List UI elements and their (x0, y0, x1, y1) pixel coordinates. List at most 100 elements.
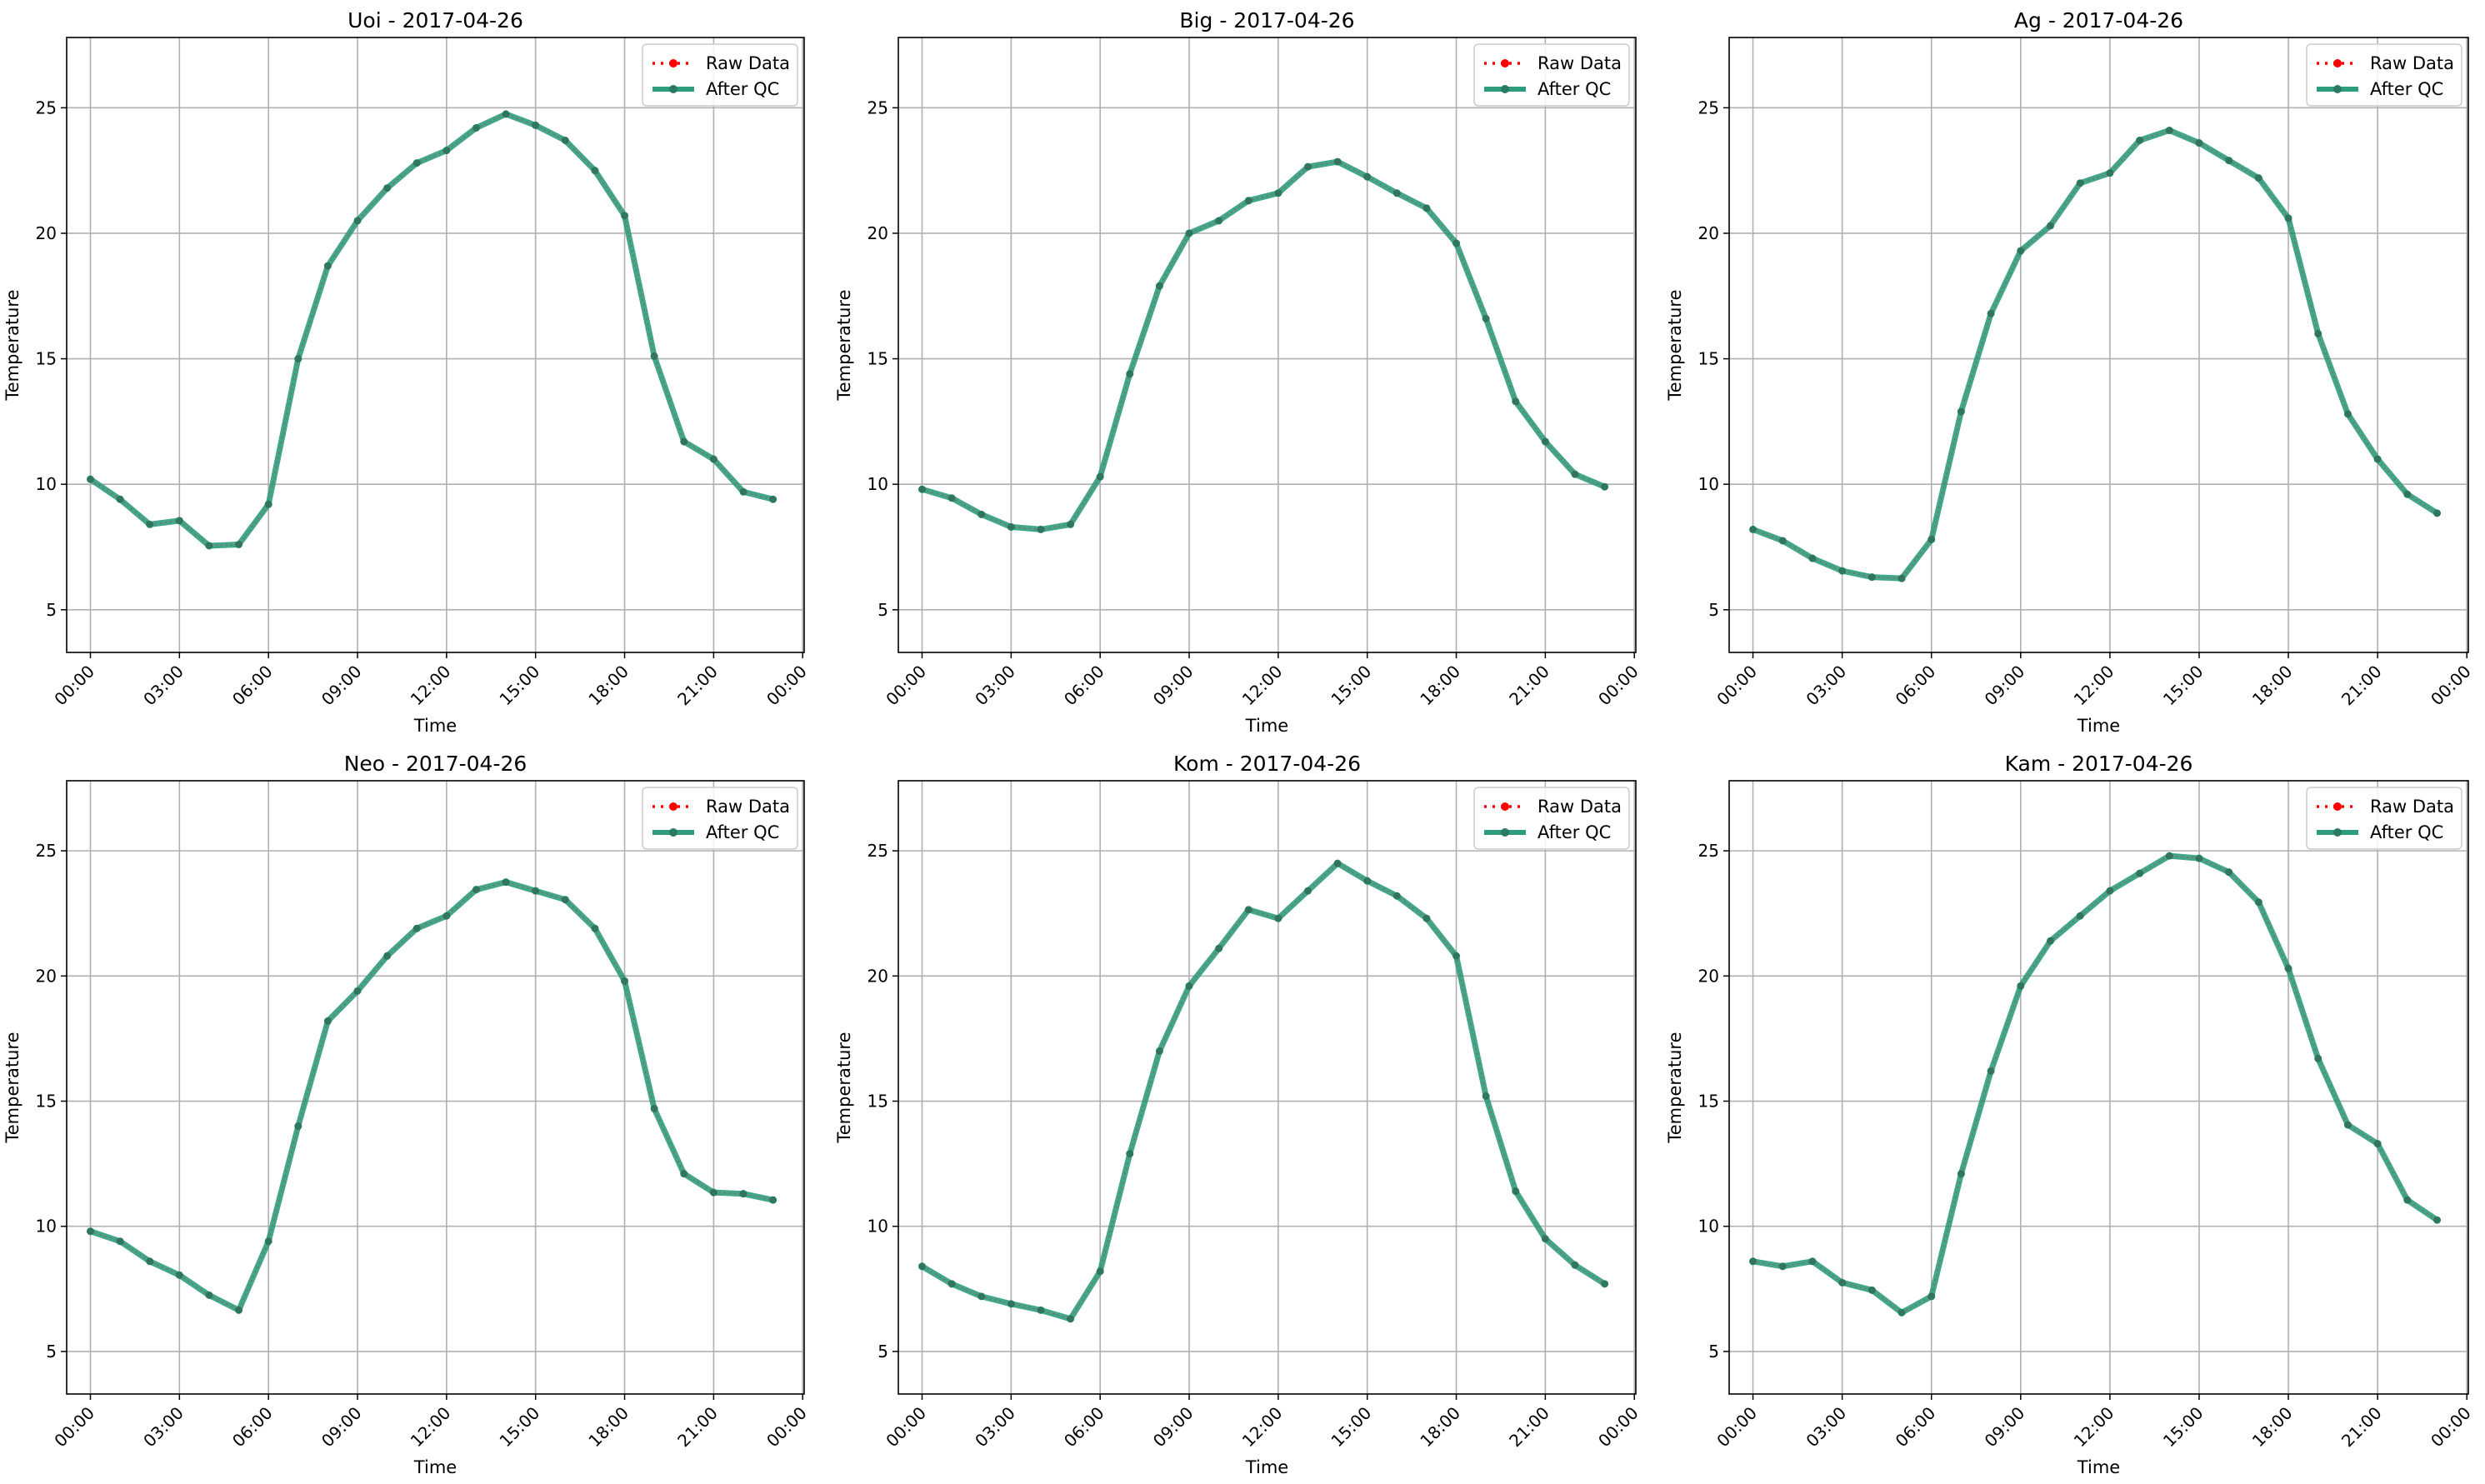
x-tick-label: 12:00 (407, 1403, 455, 1452)
after-qc-point (2225, 157, 2233, 165)
x-tick-label: 00:00 (762, 1403, 811, 1452)
y-tick-label: 5 (878, 600, 888, 620)
legend-qc-marker (1501, 828, 1509, 837)
after-qc-point (1541, 1235, 1549, 1243)
after-qc-point (1333, 859, 1342, 867)
plot-frame (898, 780, 1637, 1395)
after-qc-point (1392, 189, 1401, 197)
after-qc-point (1987, 309, 1995, 317)
after-qc-point (412, 924, 421, 932)
subplot-4: Neo - 2017-04-26 00:00 03:00 06:00 09:00 12:0… (2, 752, 811, 1477)
x-tick-label: 00:00 (2427, 1403, 2475, 1452)
after-qc-point (1185, 229, 1193, 237)
y-tick-label: 25 (36, 97, 57, 117)
y-tick-label: 5 (1708, 600, 1719, 620)
after-qc-point (769, 1196, 778, 1204)
after-qc-point (175, 1271, 183, 1279)
x-tick-label: 18:00 (2248, 662, 2297, 710)
y-tick-label: 25 (1698, 841, 1719, 861)
subplot-6: Kam - 2017-04-26 00:00 03:00 06:00 09:00 12:0… (1665, 752, 2475, 1477)
after-qc-point (1601, 482, 1609, 491)
legend-raw-label: Raw Data (706, 53, 790, 73)
x-tick-label: 21:00 (2338, 1403, 2386, 1452)
after-qc-point (205, 1291, 213, 1299)
y-axis-label: Temperature (834, 289, 854, 401)
after-qc-point (1957, 407, 1965, 416)
after-qc-point (1096, 472, 1104, 481)
after-qc-point (1215, 944, 1223, 952)
after-qc-point (1928, 1292, 1936, 1301)
after-qc-point (1067, 1315, 1075, 1323)
after-qc-point (1126, 370, 1134, 378)
after-qc-point (561, 896, 569, 904)
after-qc-point (2017, 247, 2025, 255)
after-qc-point (323, 262, 332, 270)
after-qc-point (650, 352, 658, 361)
series-raw-data-line (90, 881, 773, 1312)
after-qc-point (1274, 914, 1282, 922)
x-tick-label: 00:00 (1712, 1403, 1761, 1452)
after-qc-point (532, 887, 540, 895)
after-qc-point (1067, 520, 1075, 528)
x-tick-label: 21:00 (673, 1403, 722, 1452)
subplot-5: Kom - 2017-04-26 00:00 03:00 06:00 09:00 12:0… (834, 752, 1642, 1477)
x-tick-label: 03:00 (1802, 662, 1850, 710)
series-after-qc-line (1752, 852, 2439, 1316)
series-raw-data-line (90, 113, 773, 547)
legend: Raw Data After QC (642, 787, 798, 850)
after-qc-point (2373, 1140, 2382, 1148)
subplot-title: Neo - 2017-04-26 (344, 752, 528, 776)
series-raw-data-line (922, 862, 1606, 1320)
after-qc-point (1037, 525, 1045, 533)
x-tick-label: 09:00 (1149, 1403, 1198, 1452)
x-tick-label: 09:00 (1149, 662, 1198, 710)
x-tick-label: 03:00 (1802, 1403, 1850, 1452)
y-axis-label: Temperature (834, 1032, 854, 1143)
subplot-title: Kom - 2017-04-26 (1173, 752, 1361, 776)
plot-frame (1728, 37, 2469, 653)
series-after-qc-line (920, 860, 1607, 1322)
after-qc-point (1838, 567, 1847, 575)
subplot-title: Big - 2017-04-26 (1179, 8, 1354, 32)
y-tick-label: 20 (36, 966, 57, 986)
y-tick-label: 15 (36, 1092, 57, 1112)
after-qc-point (1155, 1047, 1163, 1055)
after-qc-point (1778, 1262, 1787, 1271)
x-tick-label: 18:00 (584, 662, 632, 710)
after-qc-point (1274, 189, 1282, 197)
legend: Raw Data After QC (642, 43, 798, 107)
y-tick-label: 5 (46, 1342, 57, 1362)
x-tick-label: 12:00 (1238, 1403, 1287, 1452)
after-qc-point (978, 510, 986, 518)
y-tick-label: 15 (1698, 1092, 1719, 1112)
after-qc-point (86, 475, 94, 483)
legend-raw-marker (1501, 59, 1509, 67)
after-qc-point (1155, 282, 1163, 290)
after-qc-point (1512, 1187, 1520, 1196)
legend-qc-label: After QC (1538, 79, 1611, 99)
after-qc-point (353, 217, 362, 225)
plot-frame (66, 780, 805, 1395)
y-tick-label: 10 (868, 474, 888, 494)
y-tick-label: 5 (46, 600, 57, 620)
y-axis-label: Temperature (2, 289, 22, 401)
legend: Raw Data After QC (2306, 787, 2462, 850)
after-qc-point (1303, 887, 1312, 895)
after-qc-point (2314, 1054, 2322, 1062)
subplot-title: Uoi - 2017-04-26 (348, 8, 523, 32)
x-tick-label: 09:00 (318, 1403, 366, 1452)
after-qc-point (2403, 1196, 2412, 1204)
after-qc-point (591, 924, 599, 932)
after-qc-point (442, 912, 451, 920)
after-qc-point (175, 517, 183, 525)
legend-qc-marker (2333, 828, 2342, 837)
after-qc-point (1541, 437, 1549, 446)
x-tick-label: 18:00 (584, 1403, 632, 1452)
after-qc-point (1452, 239, 1461, 247)
y-axis-label: Temperature (2, 1032, 22, 1143)
legend-qc-label: After QC (2370, 79, 2443, 99)
after-qc-point (1185, 982, 1193, 990)
after-qc-point (146, 1257, 154, 1266)
y-tick-label: 15 (868, 1092, 888, 1112)
after-qc-point (2046, 937, 2054, 945)
